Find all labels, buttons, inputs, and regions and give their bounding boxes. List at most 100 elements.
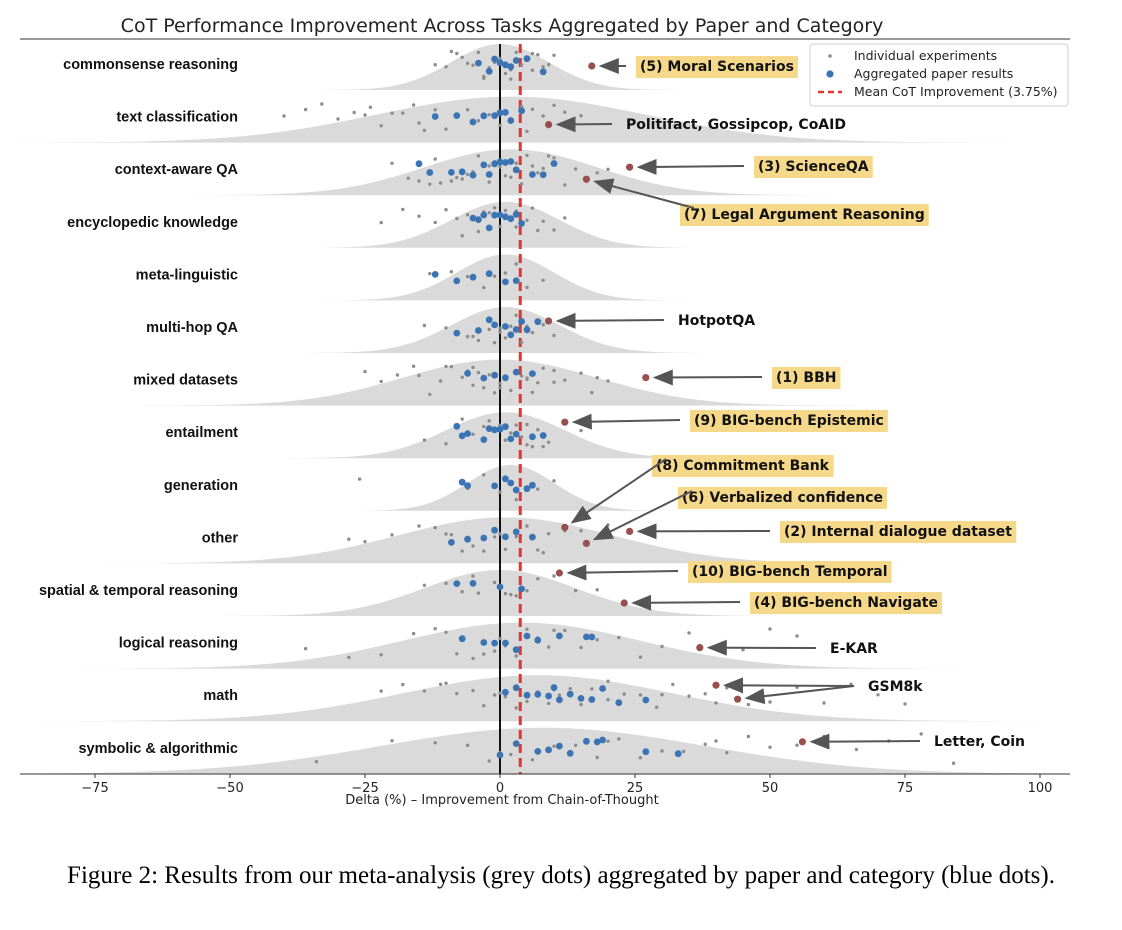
individual-point: [460, 234, 464, 238]
individual-point: [606, 523, 610, 527]
annotation-label: (5) Moral Scenarios: [640, 59, 794, 75]
individual-point: [536, 548, 540, 552]
individual-point: [471, 334, 475, 339]
individual-point: [444, 532, 448, 536]
aggregated-point: [458, 432, 466, 440]
individual-point: [460, 549, 464, 553]
individual-point: [530, 390, 535, 395]
aggregated-point: [496, 158, 504, 166]
individual-point: [433, 220, 437, 225]
x-tick-label: 75: [897, 781, 914, 796]
individual-point: [433, 108, 437, 112]
individual-point: [822, 734, 826, 739]
individual-point: [336, 117, 340, 121]
aggregated-point: [464, 482, 471, 490]
individual-point: [449, 270, 454, 274]
individual-point: [476, 338, 481, 343]
annotation-label-bg: [652, 455, 834, 477]
individual-point: [541, 323, 545, 327]
individual-point: [514, 654, 518, 658]
individual-point: [579, 645, 583, 650]
individual-point: [428, 392, 432, 397]
annotation-label: (3) ScienceQA: [758, 159, 869, 175]
individual-point: [471, 383, 475, 387]
highlight-point: [626, 163, 634, 171]
density-ridge: [14, 201, 1040, 248]
individual-point: [438, 682, 443, 686]
aggregated-point: [502, 323, 509, 330]
individual-point: [444, 208, 448, 212]
annotations-layer: (5) Moral Scenarios Politifact, Gossipcop…: [545, 56, 1025, 750]
individual-point: [390, 739, 394, 743]
individual-point: [363, 540, 367, 544]
individual-point: [417, 373, 421, 378]
individual-point: [395, 373, 400, 377]
highlight-point: [696, 644, 704, 652]
individual-point: [503, 271, 508, 275]
annotation-arrow: [631, 594, 741, 611]
individual-point: [725, 751, 729, 755]
density-ridge: [14, 727, 1040, 774]
highlight-point: [620, 599, 628, 607]
individual-point: [492, 693, 497, 697]
individual-point: [671, 682, 675, 687]
aggregated-point: [480, 112, 488, 120]
individual-point: [401, 682, 405, 687]
individual-point: [509, 752, 513, 757]
individual-point: [530, 330, 535, 335]
aggregated-point: [480, 436, 488, 443]
individual-point: [579, 529, 583, 533]
individual-point: [390, 111, 394, 115]
individual-point: [487, 759, 491, 763]
individual-point: [465, 213, 470, 217]
individual-point: [525, 285, 529, 290]
individual-point: [525, 377, 529, 381]
x-tick-label: 25: [627, 781, 644, 796]
individual-point: [471, 688, 475, 693]
individual-point: [509, 175, 513, 179]
legend-blue-marker: [826, 70, 834, 78]
individual-point: [530, 164, 535, 168]
individual-point: [573, 167, 578, 171]
individual-point: [595, 171, 599, 175]
individual-point: [876, 693, 880, 697]
x-tick-label: 0: [496, 781, 504, 796]
individual-point: [654, 705, 659, 709]
individual-point: [795, 634, 799, 638]
category-label: symbolic & algorithmic: [78, 741, 238, 757]
individual-point: [703, 742, 707, 746]
aggregated-point: [583, 737, 590, 745]
individual-point: [768, 745, 772, 749]
aggregated-point: [485, 67, 493, 75]
individual-point: [552, 628, 556, 632]
aggregated-point: [545, 746, 552, 754]
aggregated-point: [485, 425, 493, 432]
highlight-point: [588, 62, 596, 70]
aggregated-point: [496, 583, 504, 591]
aggregated-point: [496, 109, 504, 117]
individual-point: [492, 341, 497, 345]
individual-point: [476, 50, 481, 55]
individual-point: [422, 438, 427, 442]
individual-point: [282, 114, 286, 118]
aggregated-point: [534, 636, 542, 644]
individual-point: [552, 103, 556, 108]
aggregated-point: [448, 539, 455, 546]
individual-point: [449, 365, 454, 369]
individual-point: [541, 166, 545, 171]
individual-point: [406, 176, 410, 180]
individual-point: [854, 747, 859, 752]
individual-point: [519, 340, 524, 344]
annotation-label-bg: [754, 156, 873, 178]
individual-point: [536, 53, 540, 57]
individual-point: [525, 589, 529, 593]
individual-point: [541, 366, 545, 370]
aggregated-point: [534, 318, 542, 326]
aggregated-point: [464, 535, 471, 543]
individual-point: [438, 181, 443, 185]
individual-point: [455, 216, 459, 221]
aggregated-point: [512, 326, 520, 333]
individual-point: [951, 761, 956, 765]
individual-point: [476, 229, 481, 234]
annotation-arrow: [809, 733, 921, 750]
